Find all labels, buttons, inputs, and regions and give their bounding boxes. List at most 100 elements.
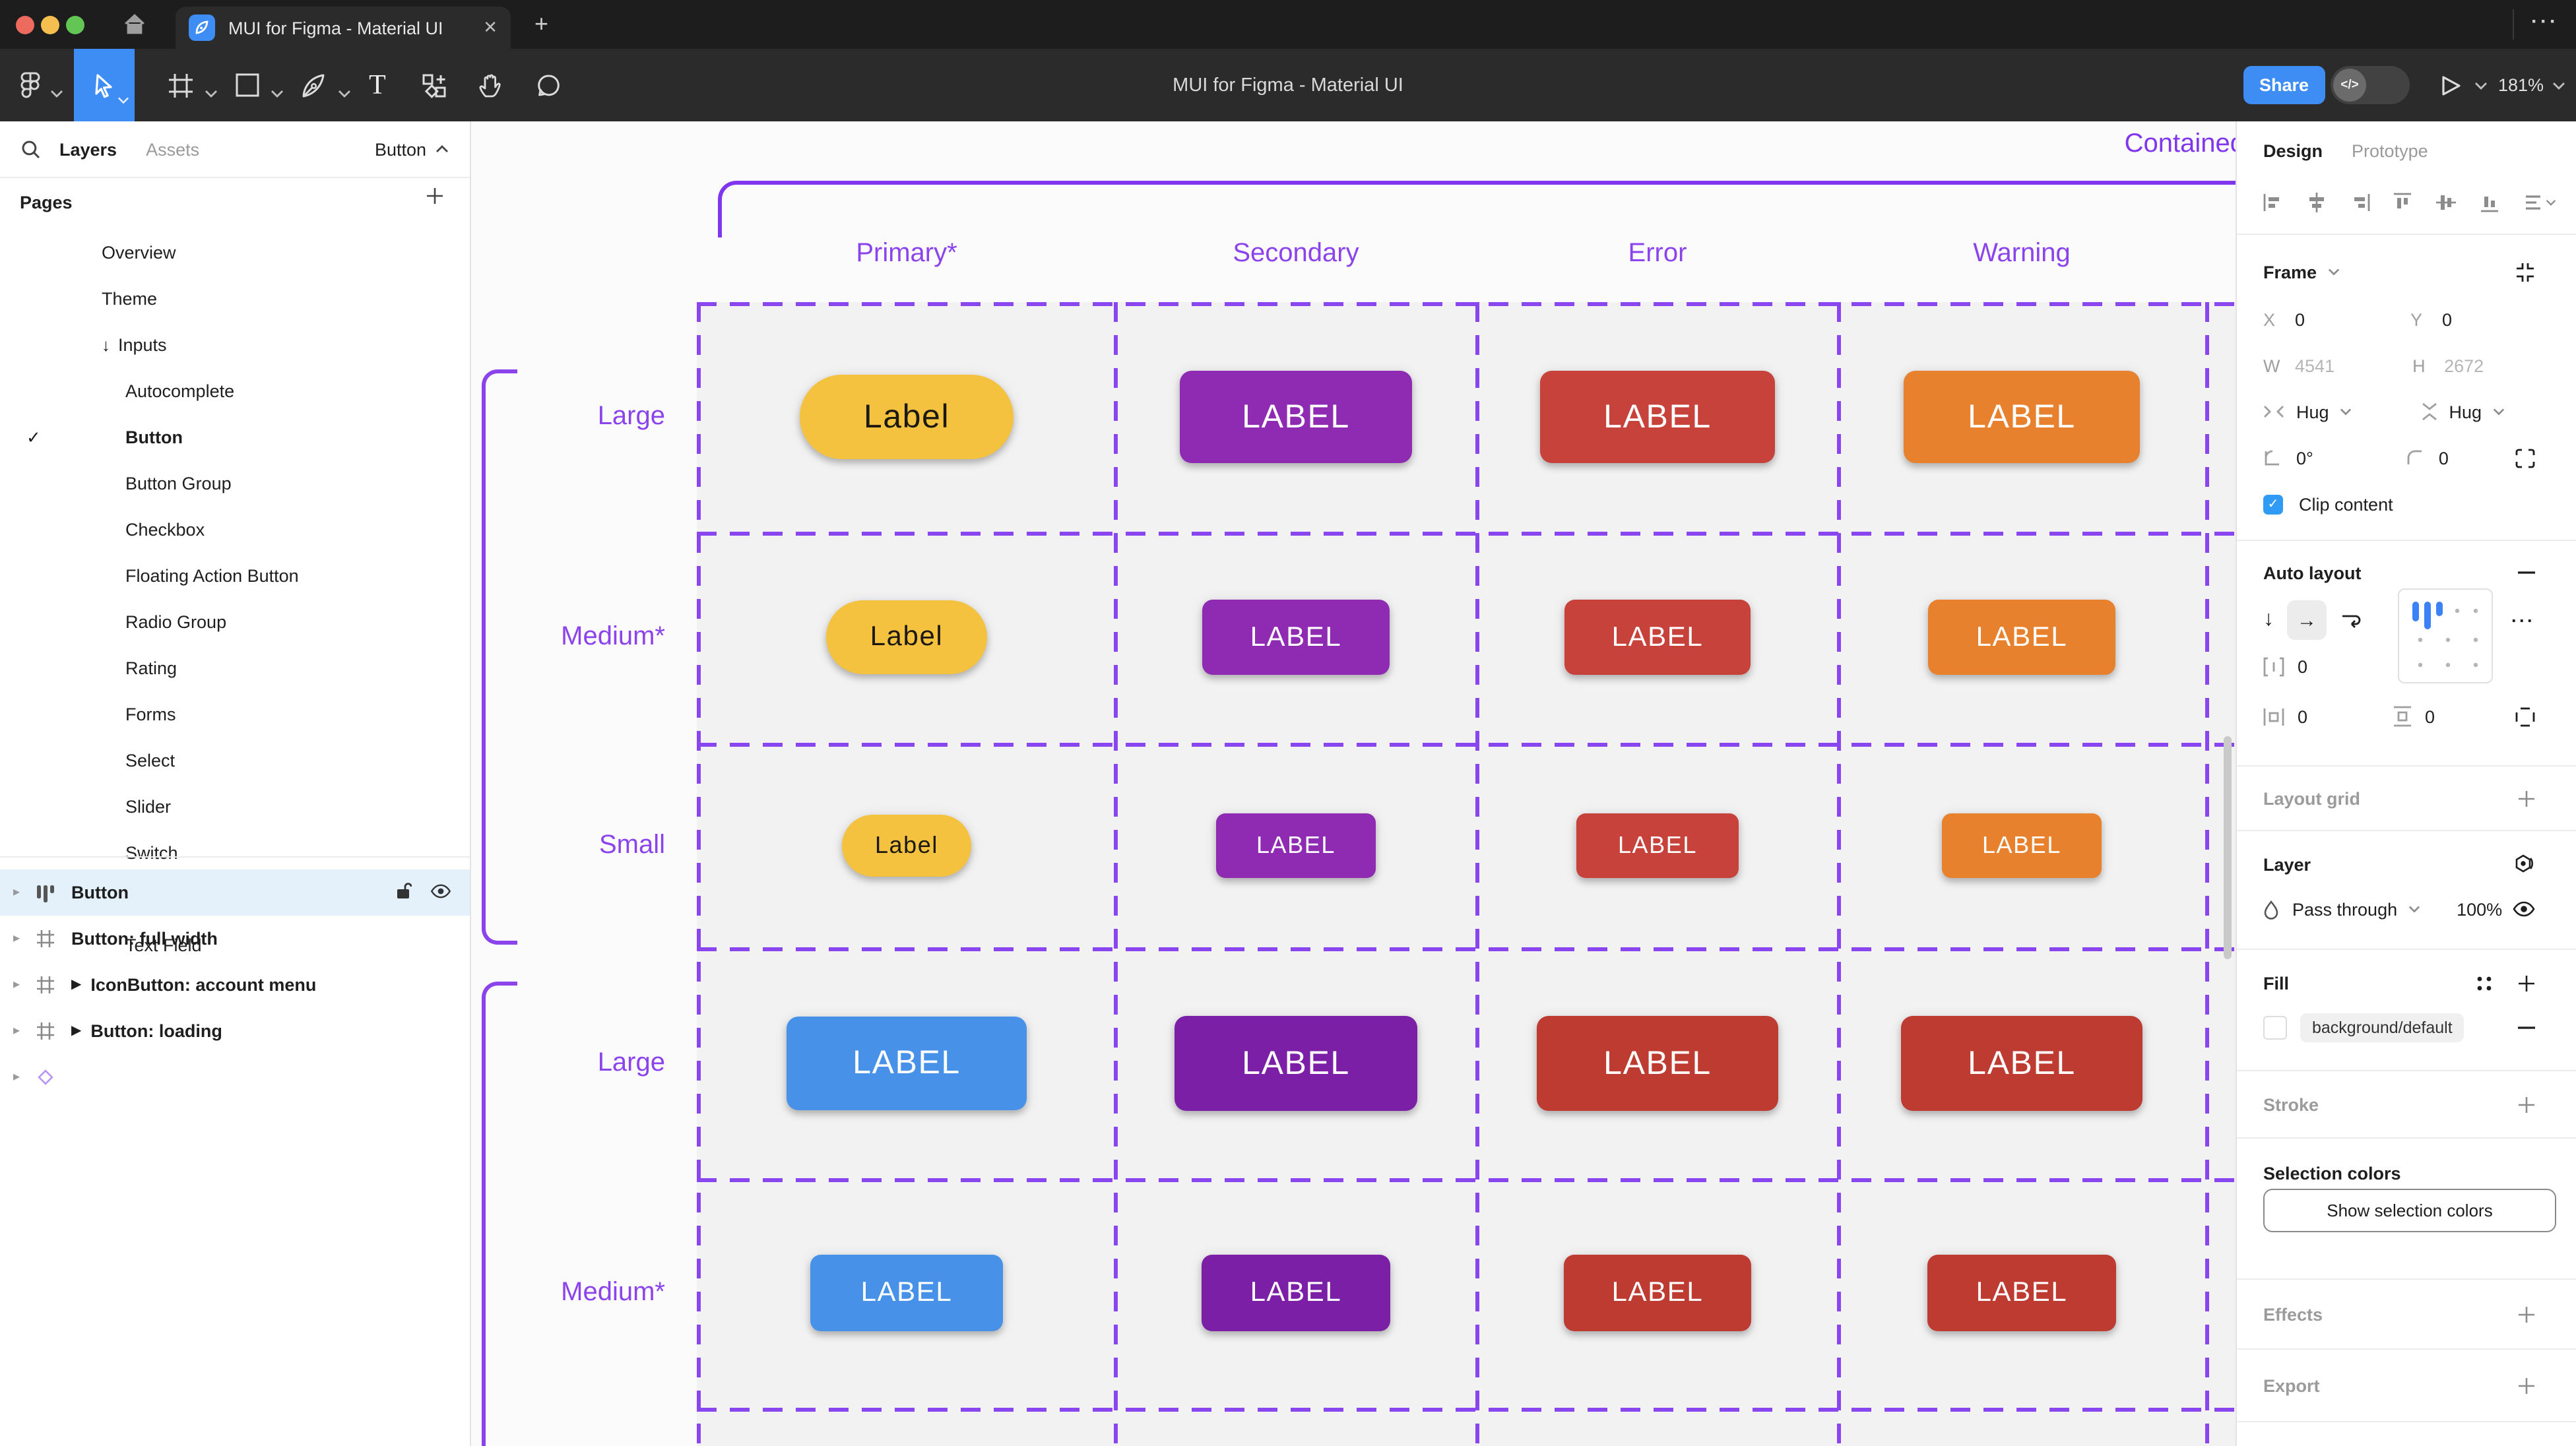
add-effect-icon[interactable] <box>2518 1305 2535 1323</box>
page-item-forms[interactable]: Forms <box>0 691 470 738</box>
main-menu-button[interactable] <box>11 49 50 121</box>
align-right-icon[interactable] <box>2350 192 2369 212</box>
corner-radius-value[interactable]: 0 <box>2438 448 2449 468</box>
hug-h-chevron-icon[interactable] <box>2340 408 2352 416</box>
pen-tool-chevron-icon[interactable] <box>338 90 351 98</box>
height-value[interactable]: 2672 <box>2444 356 2484 375</box>
search-icon[interactable] <box>21 139 41 159</box>
layer-visibility-icon[interactable] <box>2513 901 2535 917</box>
page-item-inputs[interactable]: ↓ Inputs <box>102 335 167 355</box>
canvas-button[interactable]: LABEL <box>787 1017 1027 1110</box>
minimize-window-icon[interactable] <box>41 16 59 34</box>
page-item-floating-action-button[interactable]: Floating Action Button <box>0 553 470 599</box>
present-button[interactable] <box>2435 49 2466 121</box>
canvas-button[interactable]: LABEL <box>1180 371 1412 463</box>
window-more-icon[interactable]: ··· <box>2531 11 2559 33</box>
horizontal-padding-value[interactable]: 0 <box>2298 707 2308 726</box>
frame-section-header[interactable]: Frame <box>2263 262 2317 282</box>
align-left-icon[interactable] <box>2263 192 2283 212</box>
zoom-chevron-icon[interactable] <box>2552 82 2565 90</box>
page-item-text-field[interactable]: Text Field <box>0 922 470 968</box>
hug-horizontal-value[interactable]: Hug <box>2296 402 2329 422</box>
remove-auto-layout-icon[interactable] <box>2518 571 2535 574</box>
canvas-button[interactable]: LABEL <box>1202 600 1390 675</box>
canvas-button[interactable]: Label <box>826 600 987 674</box>
page-item-checkbox[interactable]: Checkbox <box>0 507 470 553</box>
component-selector[interactable]: Button <box>375 139 449 159</box>
layout-vertical-icon[interactable]: ↓ <box>2263 608 2274 631</box>
document-tab[interactable]: MUI for Figma - Material UI ✕ <box>176 7 511 49</box>
shape-tool-chevron-icon[interactable] <box>271 90 284 98</box>
page-item-overview[interactable]: Overview <box>0 230 470 276</box>
layout-grid-header[interactable]: Layout grid <box>2263 788 2360 808</box>
align-horizontal-center-icon[interactable] <box>2307 192 2327 212</box>
page-item-switch[interactable]: Switch <box>0 830 470 876</box>
close-window-icon[interactable] <box>16 16 34 34</box>
remove-fill-icon[interactable] <box>2518 1026 2535 1029</box>
canvas-button[interactable]: LABEL <box>1928 600 2115 675</box>
canvas-button[interactable]: LABEL <box>1942 813 2102 878</box>
canvas-button[interactable]: Label <box>800 375 1014 459</box>
layer-item--menu-[interactable]: ▸ <box>0 1054 470 1100</box>
fill-token-chip[interactable]: background/default <box>2300 1013 2464 1042</box>
page-item-rating[interactable]: Rating <box>0 645 470 691</box>
expand-caret-icon[interactable]: ▸ <box>13 978 20 992</box>
effects-section-header[interactable]: Effects <box>2263 1304 2323 1324</box>
pen-tool-button[interactable] <box>294 49 334 121</box>
tab-close-icon[interactable]: ✕ <box>483 17 498 37</box>
components-tool-button[interactable] <box>414 49 454 121</box>
vertical-padding-value[interactable]: 0 <box>2425 707 2435 726</box>
blend-mode-value[interactable]: Pass through <box>2292 899 2398 919</box>
expand-caret-icon[interactable]: ▸ <box>13 885 20 900</box>
layer-item-button-loading[interactable]: ▸ ▶ Button: loading <box>0 1008 470 1054</box>
tab-prototype[interactable]: Prototype <box>2352 141 2428 160</box>
collapse-panel-icon[interactable] <box>2515 262 2535 282</box>
frame-title[interactable]: Contained <box>2124 129 2236 158</box>
x-value[interactable]: 0 <box>2295 309 2305 329</box>
add-layout-grid-icon[interactable] <box>2518 790 2535 807</box>
export-section-header[interactable]: Export <box>2263 1375 2320 1395</box>
frame-header-chevron-icon[interactable] <box>2327 268 2339 276</box>
layer-opacity-value[interactable]: 100% <box>2457 899 2503 919</box>
clip-content-row[interactable]: ✓ Clip content <box>2263 489 2556 519</box>
page-item-slider[interactable]: Slider <box>0 784 470 830</box>
share-button[interactable]: Share <box>2243 66 2325 104</box>
add-stroke-icon[interactable] <box>2518 1096 2535 1113</box>
zoom-level[interactable]: 181% <box>2498 75 2544 95</box>
canvas-scrollbar[interactable] <box>2224 736 2232 959</box>
canvas-button[interactable]: LABEL <box>1904 371 2140 463</box>
y-value[interactable]: 0 <box>2442 309 2453 329</box>
move-tool-button[interactable] <box>74 49 135 121</box>
canvas-button[interactable]: LABEL <box>1927 1255 2116 1331</box>
align-bottom-icon[interactable] <box>2480 192 2499 212</box>
maximize-window-icon[interactable] <box>66 16 84 34</box>
tab-assets[interactable]: Assets <box>146 139 200 159</box>
fill-color-swatch[interactable] <box>2263 1016 2287 1040</box>
blend-mode-icon[interactable] <box>2514 854 2535 875</box>
rotation-value[interactable]: 0° <box>2296 448 2313 468</box>
canvas-button[interactable]: LABEL <box>1175 1016 1417 1111</box>
clip-content-checkbox[interactable]: ✓ <box>2263 494 2283 514</box>
gap-value[interactable]: 0 <box>2298 656 2308 676</box>
expand-caret-icon[interactable]: ▸ <box>13 931 20 946</box>
hug-v-chevron-icon[interactable] <box>2492 408 2504 416</box>
add-export-icon[interactable] <box>2518 1377 2535 1394</box>
align-vertical-center-icon[interactable] <box>2436 192 2457 212</box>
layer-item-button[interactable]: ▸ Button <box>0 869 470 916</box>
hug-vertical-value[interactable]: Hug <box>2449 402 2482 422</box>
layout-wrap-icon[interactable] <box>2340 611 2362 629</box>
canvas-button[interactable]: LABEL <box>1537 1016 1778 1111</box>
fill-styles-icon[interactable] <box>2476 974 2493 991</box>
unlock-icon[interactable] <box>396 881 412 904</box>
present-chevron-icon[interactable] <box>2474 82 2488 90</box>
comment-tool-button[interactable] <box>529 49 569 121</box>
page-item-select[interactable]: Select <box>0 738 470 784</box>
width-value[interactable]: 4541 <box>2295 356 2335 375</box>
page-item-theme[interactable]: Theme <box>0 276 470 322</box>
page-item-radio-group[interactable]: Radio Group <box>0 599 470 645</box>
tab-design[interactable]: Design <box>2263 141 2323 160</box>
blend-mode-chevron-icon[interactable] <box>2408 905 2420 913</box>
independent-padding-icon[interactable] <box>2515 707 2535 726</box>
canvas-button[interactable]: LABEL <box>1564 1255 1751 1331</box>
layer-item-button-full-width[interactable]: ▸ Button: full width <box>0 916 470 962</box>
